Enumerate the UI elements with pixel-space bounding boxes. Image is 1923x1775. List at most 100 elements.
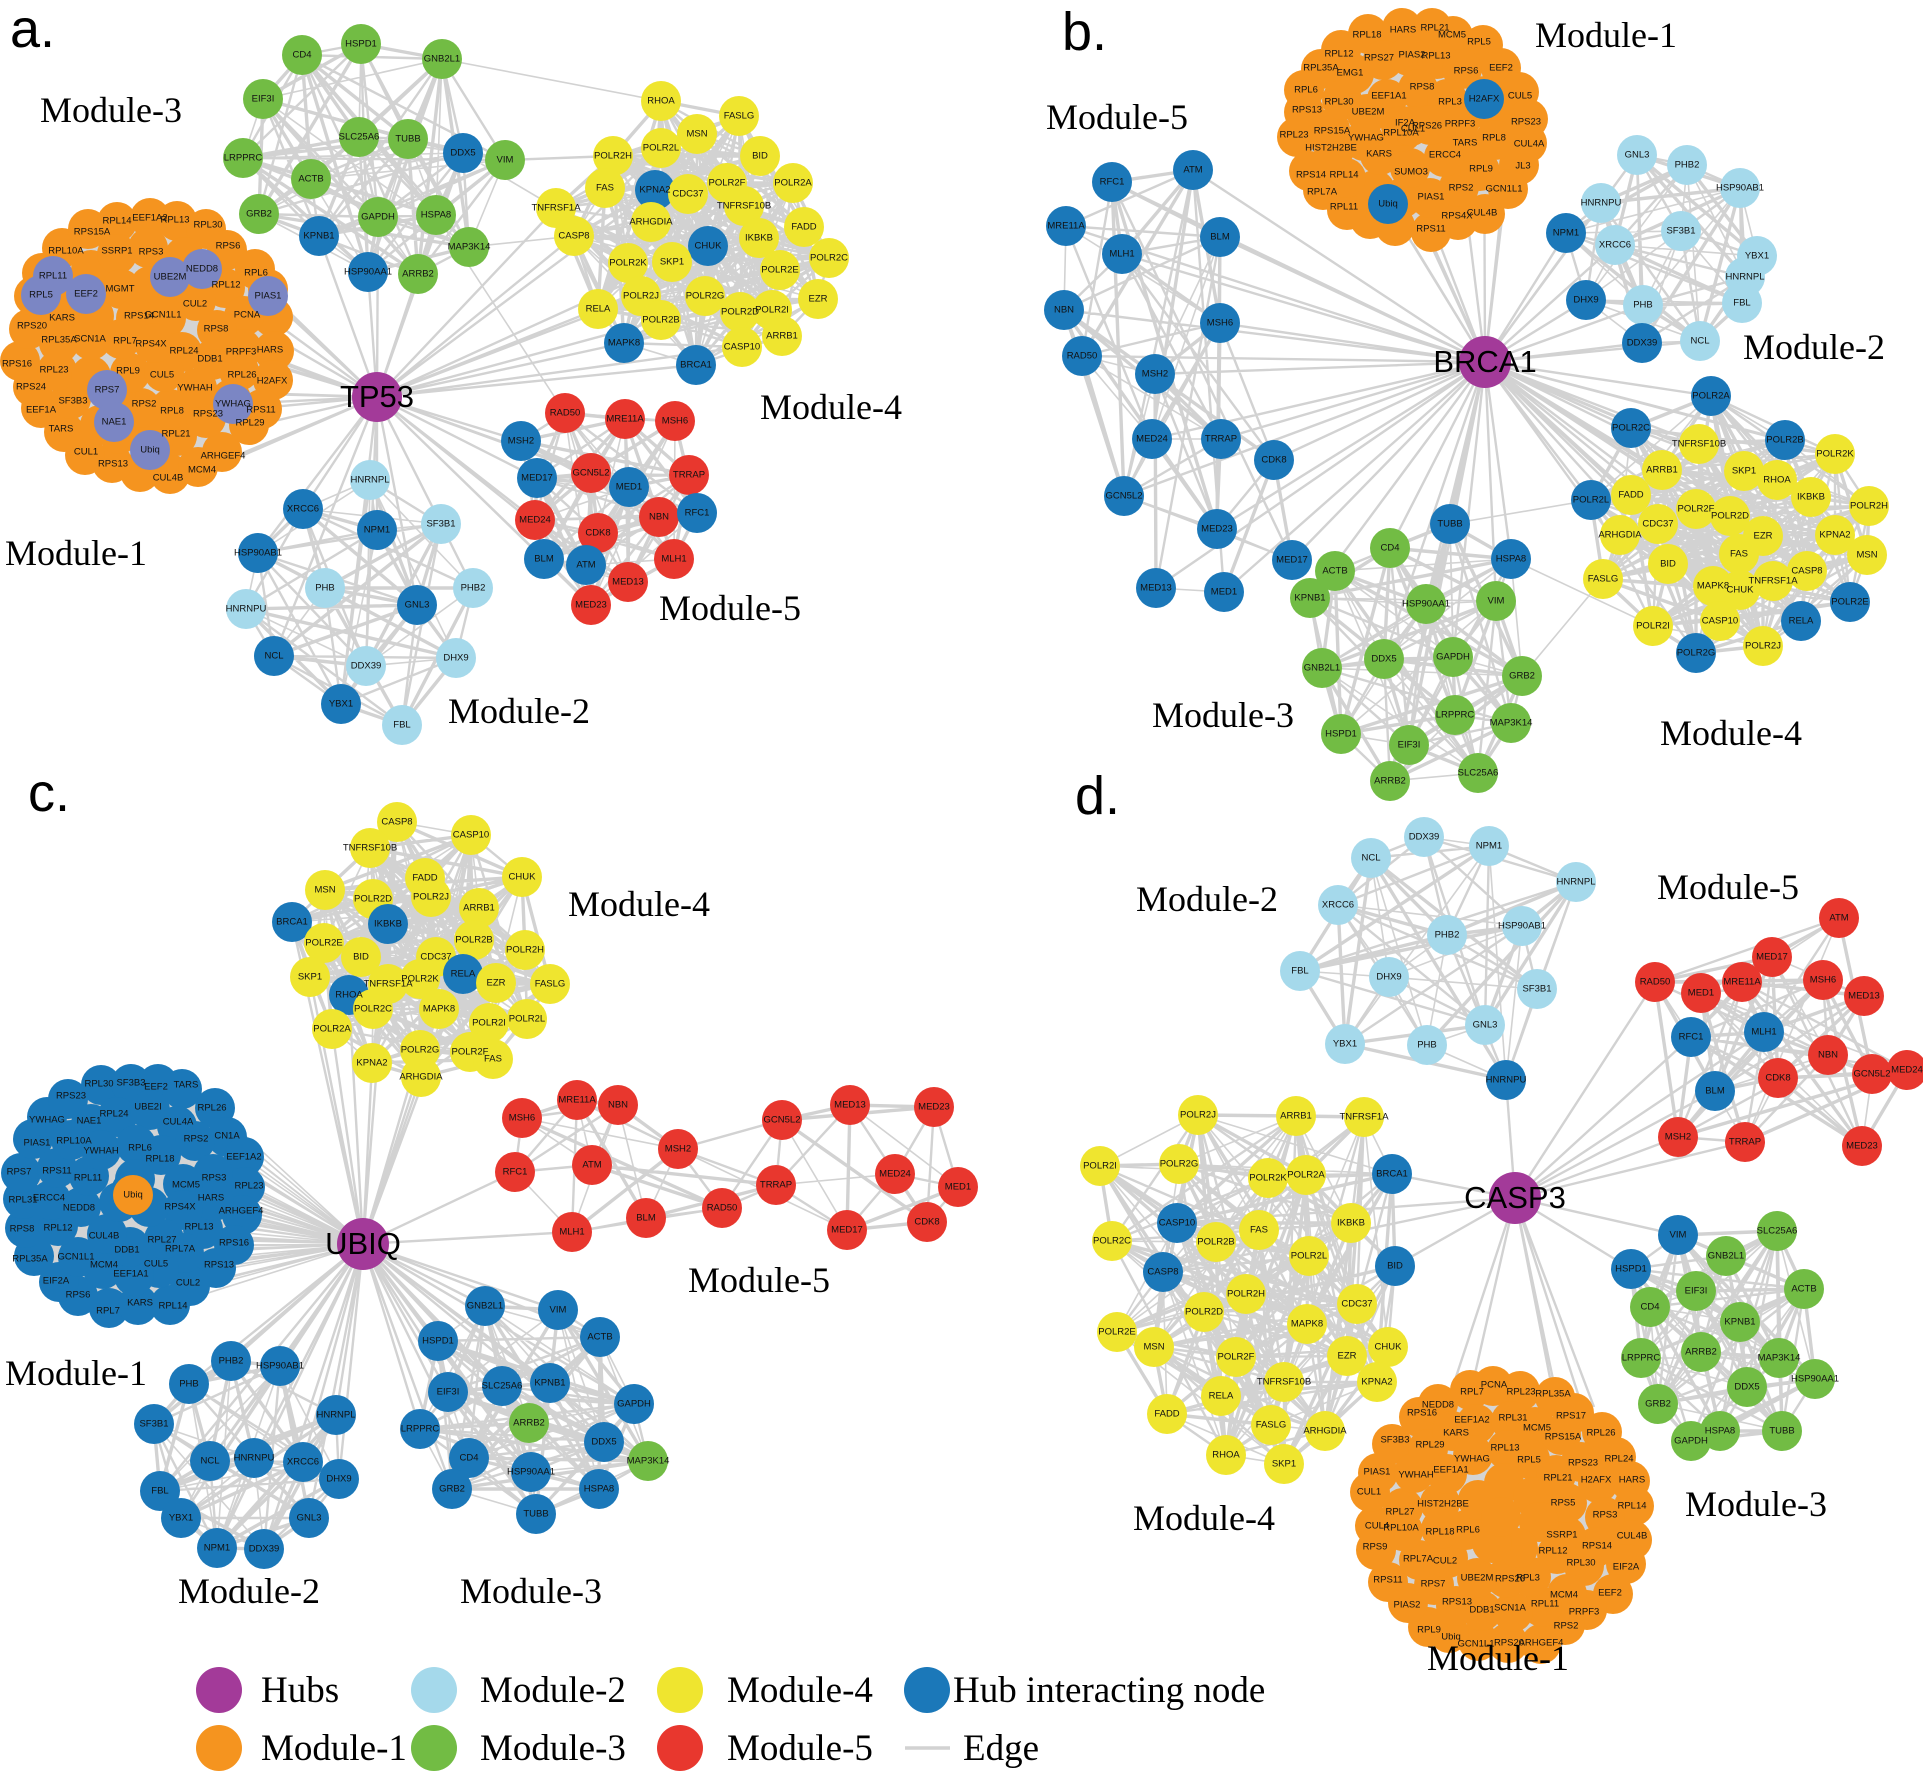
svg-text:XRCC6: XRCC6 xyxy=(1322,900,1354,911)
svg-text:POLR2G: POLR2G xyxy=(401,1045,440,1056)
svg-text:DDB1: DDB1 xyxy=(1469,1605,1494,1616)
svg-text:DDX39: DDX39 xyxy=(249,1544,280,1555)
svg-text:RPL23: RPL23 xyxy=(234,1181,263,1192)
svg-text:RPS23: RPS23 xyxy=(1568,1458,1598,1469)
svg-text:POLR2K: POLR2K xyxy=(1816,449,1854,460)
svg-text:POLR2J: POLR2J xyxy=(1745,641,1781,652)
svg-text:MAP3K14: MAP3K14 xyxy=(1758,1353,1801,1364)
svg-text:RFC1: RFC1 xyxy=(1100,177,1125,188)
svg-text:b.: b. xyxy=(1062,2,1107,62)
svg-text:MED17: MED17 xyxy=(1756,952,1788,963)
svg-text:H2AFX: H2AFX xyxy=(1581,1475,1612,1486)
svg-text:ARRB2: ARRB2 xyxy=(402,269,434,280)
svg-text:RPL30: RPL30 xyxy=(193,220,222,231)
svg-text:RPL21: RPL21 xyxy=(1543,1473,1572,1484)
svg-text:RPS16: RPS16 xyxy=(219,1238,249,1249)
svg-text:FBL: FBL xyxy=(1291,966,1308,977)
svg-text:NEDD8: NEDD8 xyxy=(63,1203,95,1214)
svg-text:HSP90AA1: HSP90AA1 xyxy=(1791,1374,1839,1385)
svg-text:DDB1: DDB1 xyxy=(114,1245,139,1256)
svg-text:BID: BID xyxy=(1387,1261,1403,1272)
svg-text:ATM: ATM xyxy=(1183,165,1202,176)
svg-text:RPL21: RPL21 xyxy=(161,429,190,440)
svg-text:Module-4: Module-4 xyxy=(1660,713,1802,753)
svg-text:POLR2I: POLR2I xyxy=(1636,621,1670,632)
svg-text:POLR2A: POLR2A xyxy=(313,1024,351,1035)
svg-text:RPL5: RPL5 xyxy=(1467,37,1491,48)
svg-text:CUL4A: CUL4A xyxy=(163,1117,194,1128)
svg-text:RPL9: RPL9 xyxy=(116,366,140,377)
svg-text:MED13: MED13 xyxy=(834,1100,866,1111)
svg-text:POLR2B: POLR2B xyxy=(1766,435,1804,446)
svg-text:VIM: VIM xyxy=(497,155,514,166)
svg-text:POLR2H: POLR2H xyxy=(594,151,632,162)
svg-text:MED13: MED13 xyxy=(1848,991,1880,1002)
svg-text:RPS27: RPS27 xyxy=(1364,53,1394,64)
svg-text:SKP1: SKP1 xyxy=(298,972,322,983)
svg-text:CDK8: CDK8 xyxy=(1765,1073,1790,1084)
svg-text:GRB2: GRB2 xyxy=(246,209,272,220)
svg-text:RPL12: RPL12 xyxy=(43,1223,72,1234)
svg-text:SF3B1: SF3B1 xyxy=(1666,226,1695,237)
svg-text:SUMO3: SUMO3 xyxy=(1394,167,1428,178)
svg-text:RPL35A: RPL35A xyxy=(1303,63,1339,74)
svg-text:RHOA: RHOA xyxy=(647,96,675,107)
svg-text:HSPD1: HSPD1 xyxy=(1325,729,1357,740)
svg-text:RPL14: RPL14 xyxy=(1617,1501,1646,1512)
svg-text:NCL: NCL xyxy=(200,1456,219,1467)
svg-text:HSP90AA1: HSP90AA1 xyxy=(1402,599,1450,610)
svg-text:NPM1: NPM1 xyxy=(1476,841,1502,852)
svg-text:VIM: VIM xyxy=(1670,1230,1687,1241)
svg-text:ARRB1: ARRB1 xyxy=(1280,1111,1312,1122)
svg-text:FADD: FADD xyxy=(791,222,816,233)
svg-text:GRB2: GRB2 xyxy=(439,1484,465,1495)
svg-text:MLH1: MLH1 xyxy=(1751,1027,1776,1038)
svg-text:RAD50: RAD50 xyxy=(707,1203,738,1214)
svg-text:c.: c. xyxy=(28,763,70,823)
svg-text:RPL24: RPL24 xyxy=(1604,1454,1633,1465)
svg-text:MSH2: MSH2 xyxy=(508,436,534,447)
svg-text:CASP3: CASP3 xyxy=(1464,1180,1566,1215)
svg-text:TUBB: TUBB xyxy=(523,1509,548,1520)
svg-text:MSH6: MSH6 xyxy=(1810,975,1836,986)
svg-text:CUL2: CUL2 xyxy=(176,1278,200,1289)
svg-text:MSH2: MSH2 xyxy=(1665,1132,1691,1143)
svg-text:RPS26: RPS26 xyxy=(1412,121,1442,132)
svg-text:FAS: FAS xyxy=(1250,1225,1268,1236)
svg-text:BRCA1: BRCA1 xyxy=(680,360,712,371)
svg-text:PHB2: PHB2 xyxy=(219,1356,244,1367)
svg-text:RPL11: RPL11 xyxy=(1330,202,1358,213)
svg-text:ACTB: ACTB xyxy=(1322,566,1347,577)
svg-text:RPS8: RPS8 xyxy=(1410,82,1435,93)
svg-text:DHX9: DHX9 xyxy=(443,653,468,664)
svg-text:KPNA2: KPNA2 xyxy=(1361,1377,1392,1388)
svg-text:RPL10A: RPL10A xyxy=(1383,1523,1419,1534)
svg-text:ARHGDIA: ARHGDIA xyxy=(399,1072,443,1083)
svg-text:RPL23: RPL23 xyxy=(1506,1387,1535,1398)
svg-text:POLR2J: POLR2J xyxy=(623,291,659,302)
svg-text:MAP3K14: MAP3K14 xyxy=(627,1456,670,1467)
svg-text:RELA: RELA xyxy=(586,304,611,315)
svg-text:CASP8: CASP8 xyxy=(1147,1267,1178,1278)
svg-text:SCN1A: SCN1A xyxy=(1494,1603,1526,1614)
svg-text:POLR2K: POLR2K xyxy=(1249,1173,1287,1184)
svg-text:RPS14: RPS14 xyxy=(1296,170,1326,181)
svg-text:Module-3: Module-3 xyxy=(1685,1484,1827,1524)
svg-text:HIST2H2BE: HIST2H2BE xyxy=(1305,143,1357,154)
svg-text:H2AFX: H2AFX xyxy=(1469,94,1500,105)
svg-text:RPS4X: RPS4X xyxy=(164,1202,196,1213)
svg-text:RPL13: RPL13 xyxy=(184,1222,213,1233)
svg-text:RPL27: RPL27 xyxy=(1385,1507,1414,1518)
svg-text:MRE11A: MRE11A xyxy=(1047,221,1085,232)
svg-text:MSN: MSN xyxy=(314,885,335,896)
svg-text:RPS6: RPS6 xyxy=(216,241,241,252)
svg-text:DDX5: DDX5 xyxy=(450,148,475,159)
svg-text:EZR: EZR xyxy=(1338,1351,1357,1362)
svg-text:EEF2: EEF2 xyxy=(1598,1588,1622,1599)
svg-text:POLR2A: POLR2A xyxy=(1692,391,1730,402)
svg-text:Module-4: Module-4 xyxy=(568,884,710,924)
svg-text:RPS5: RPS5 xyxy=(1551,1498,1576,1509)
svg-text:RPL14: RPL14 xyxy=(102,216,131,227)
svg-text:RPL7A: RPL7A xyxy=(1403,1554,1434,1565)
svg-text:HARS: HARS xyxy=(198,1193,224,1204)
